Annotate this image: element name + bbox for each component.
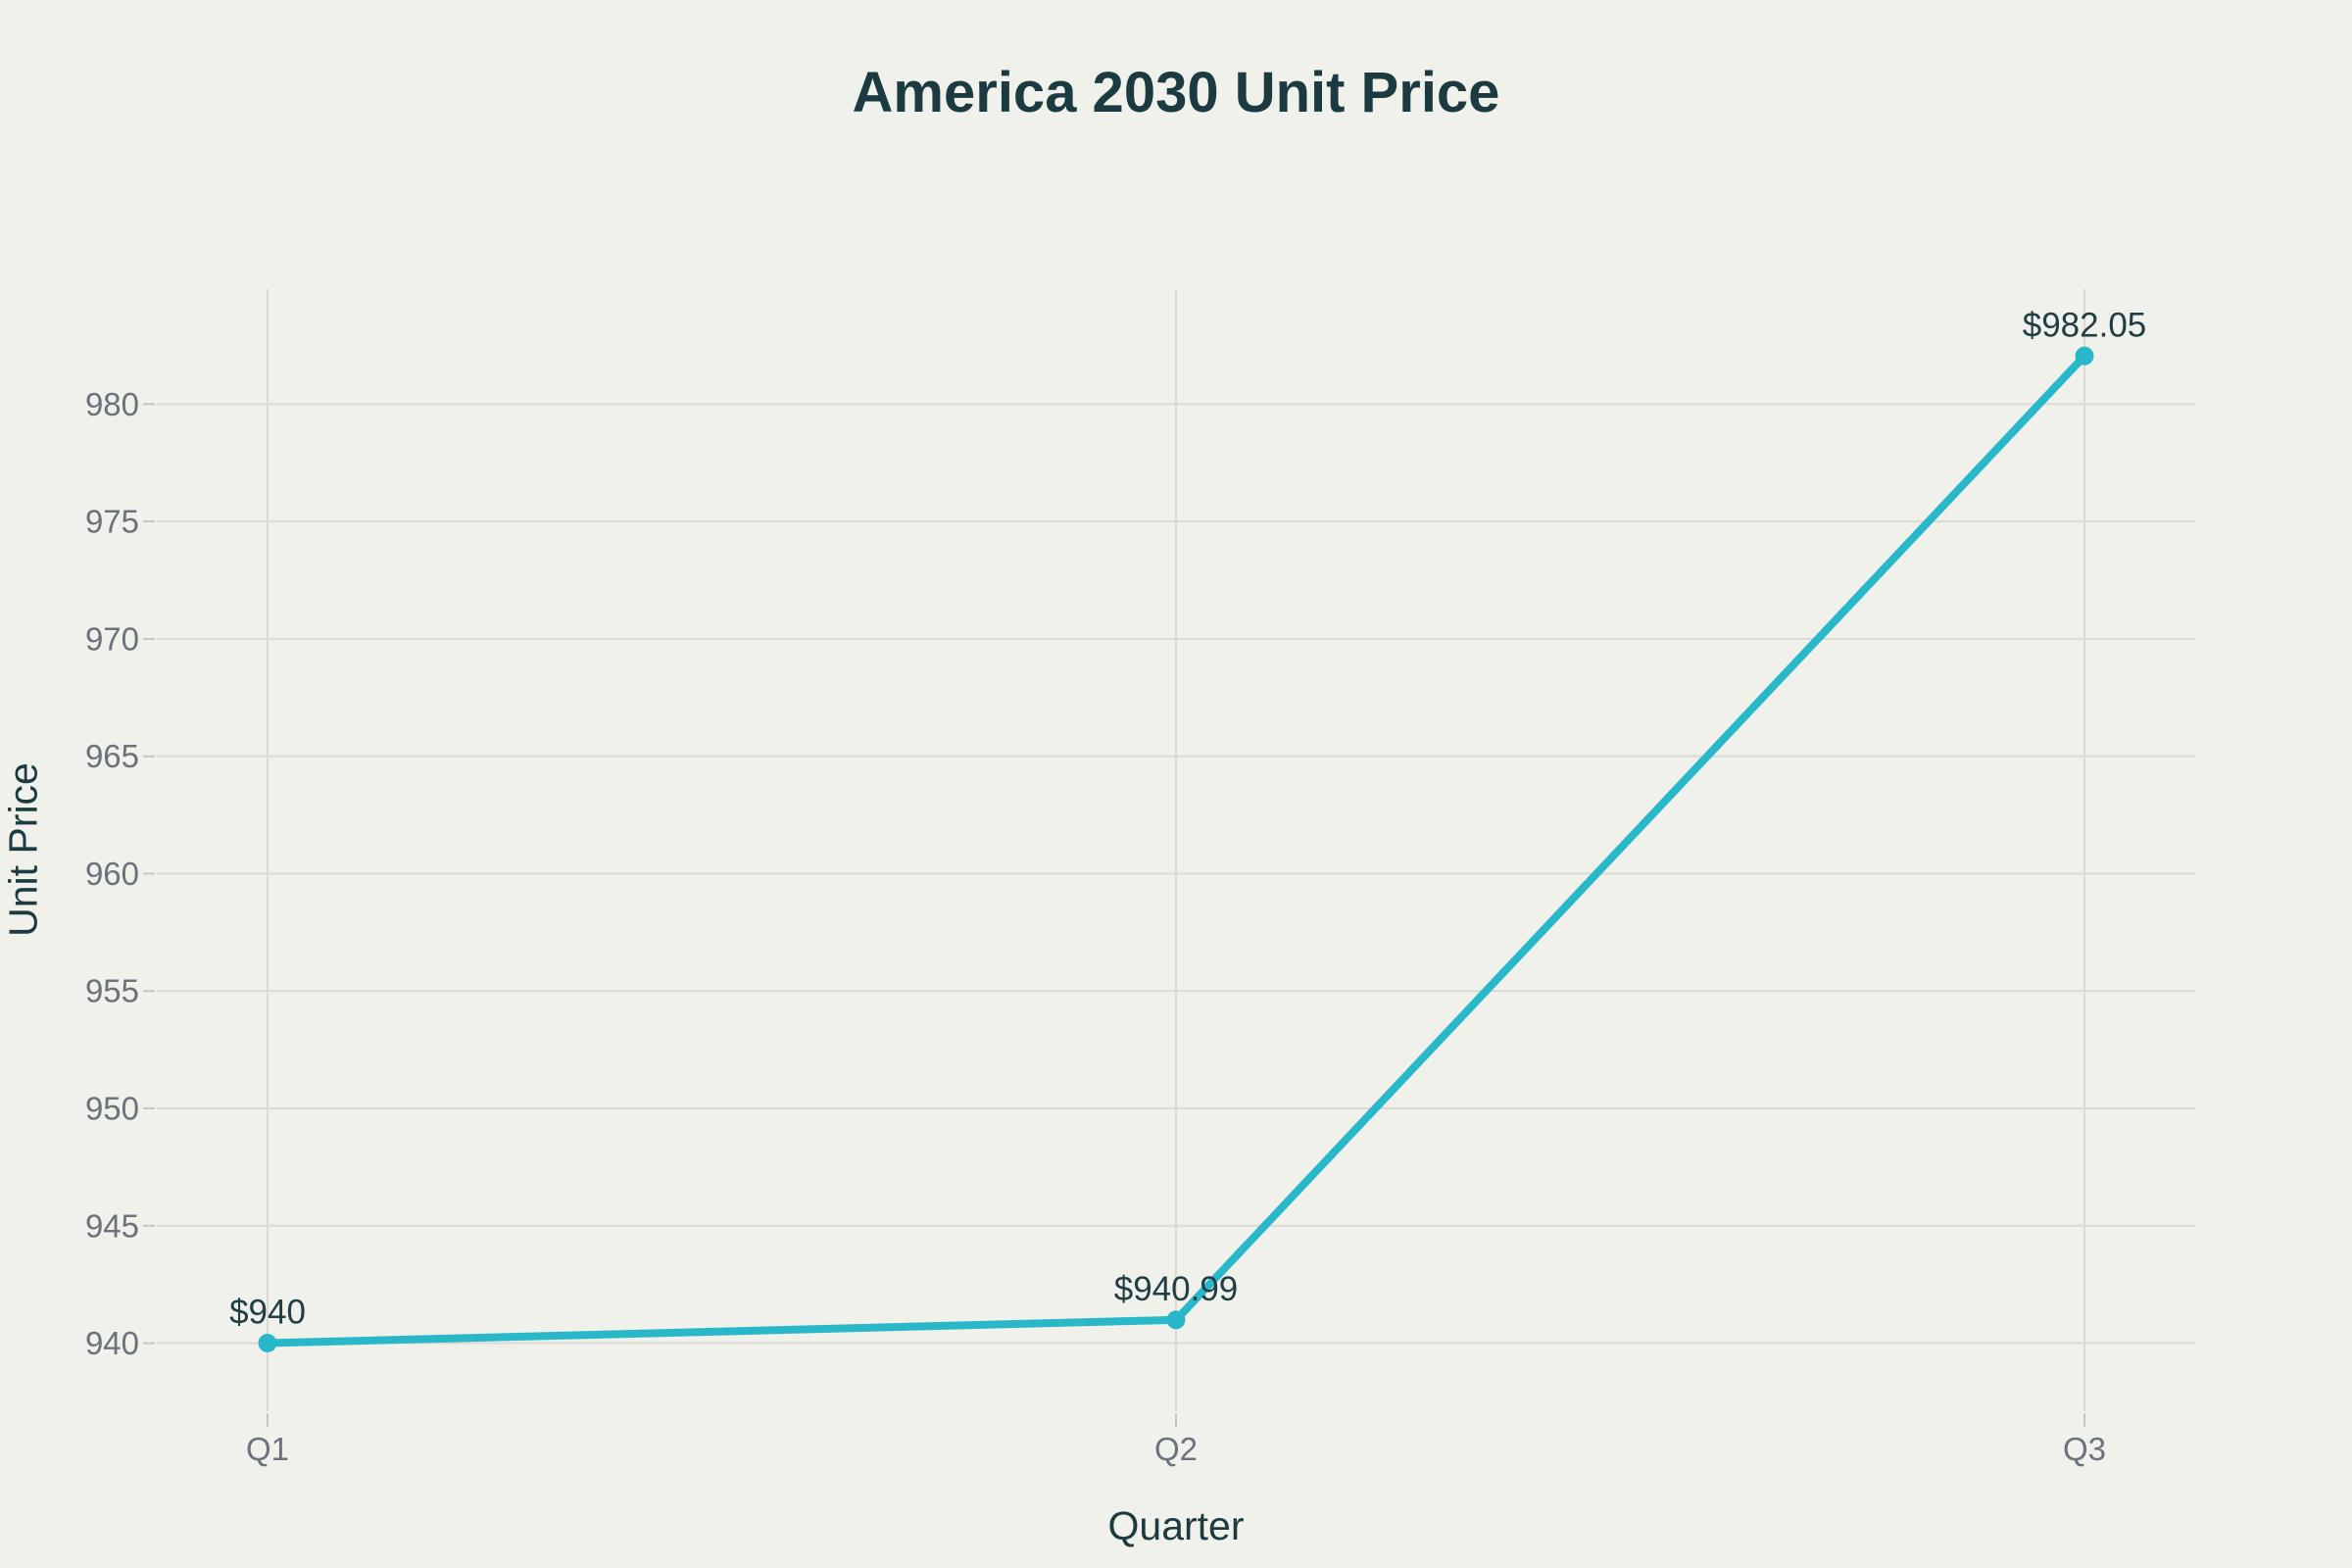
data-point[interactable] [258, 1334, 277, 1353]
y-tick-label: 945 [85, 1207, 139, 1244]
x-tick-label: Q1 [246, 1431, 289, 1467]
data-point[interactable] [1166, 1310, 1186, 1330]
y-tick-label: 975 [85, 504, 139, 540]
data-point-label: $940 [229, 1294, 306, 1332]
x-tick-label: Q3 [2063, 1431, 2106, 1467]
y-tick-label: 955 [85, 973, 139, 1009]
y-tick-label: 980 [85, 386, 139, 422]
y-tick-label: 950 [85, 1090, 139, 1126]
data-point-label: $982.05 [2023, 306, 2147, 344]
data-point[interactable] [2075, 346, 2094, 366]
y-tick-label: 940 [85, 1325, 139, 1361]
y-tick-label: 960 [85, 856, 139, 892]
y-tick-label: 965 [85, 738, 139, 774]
y-tick-label: 970 [85, 620, 139, 657]
x-tick-label: Q2 [1154, 1431, 1198, 1467]
chart-title: America 2030 Unit Price [852, 61, 1500, 124]
data-point-label: $940.99 [1114, 1270, 1239, 1308]
x-axis-title: Quarter [1107, 1503, 1245, 1548]
